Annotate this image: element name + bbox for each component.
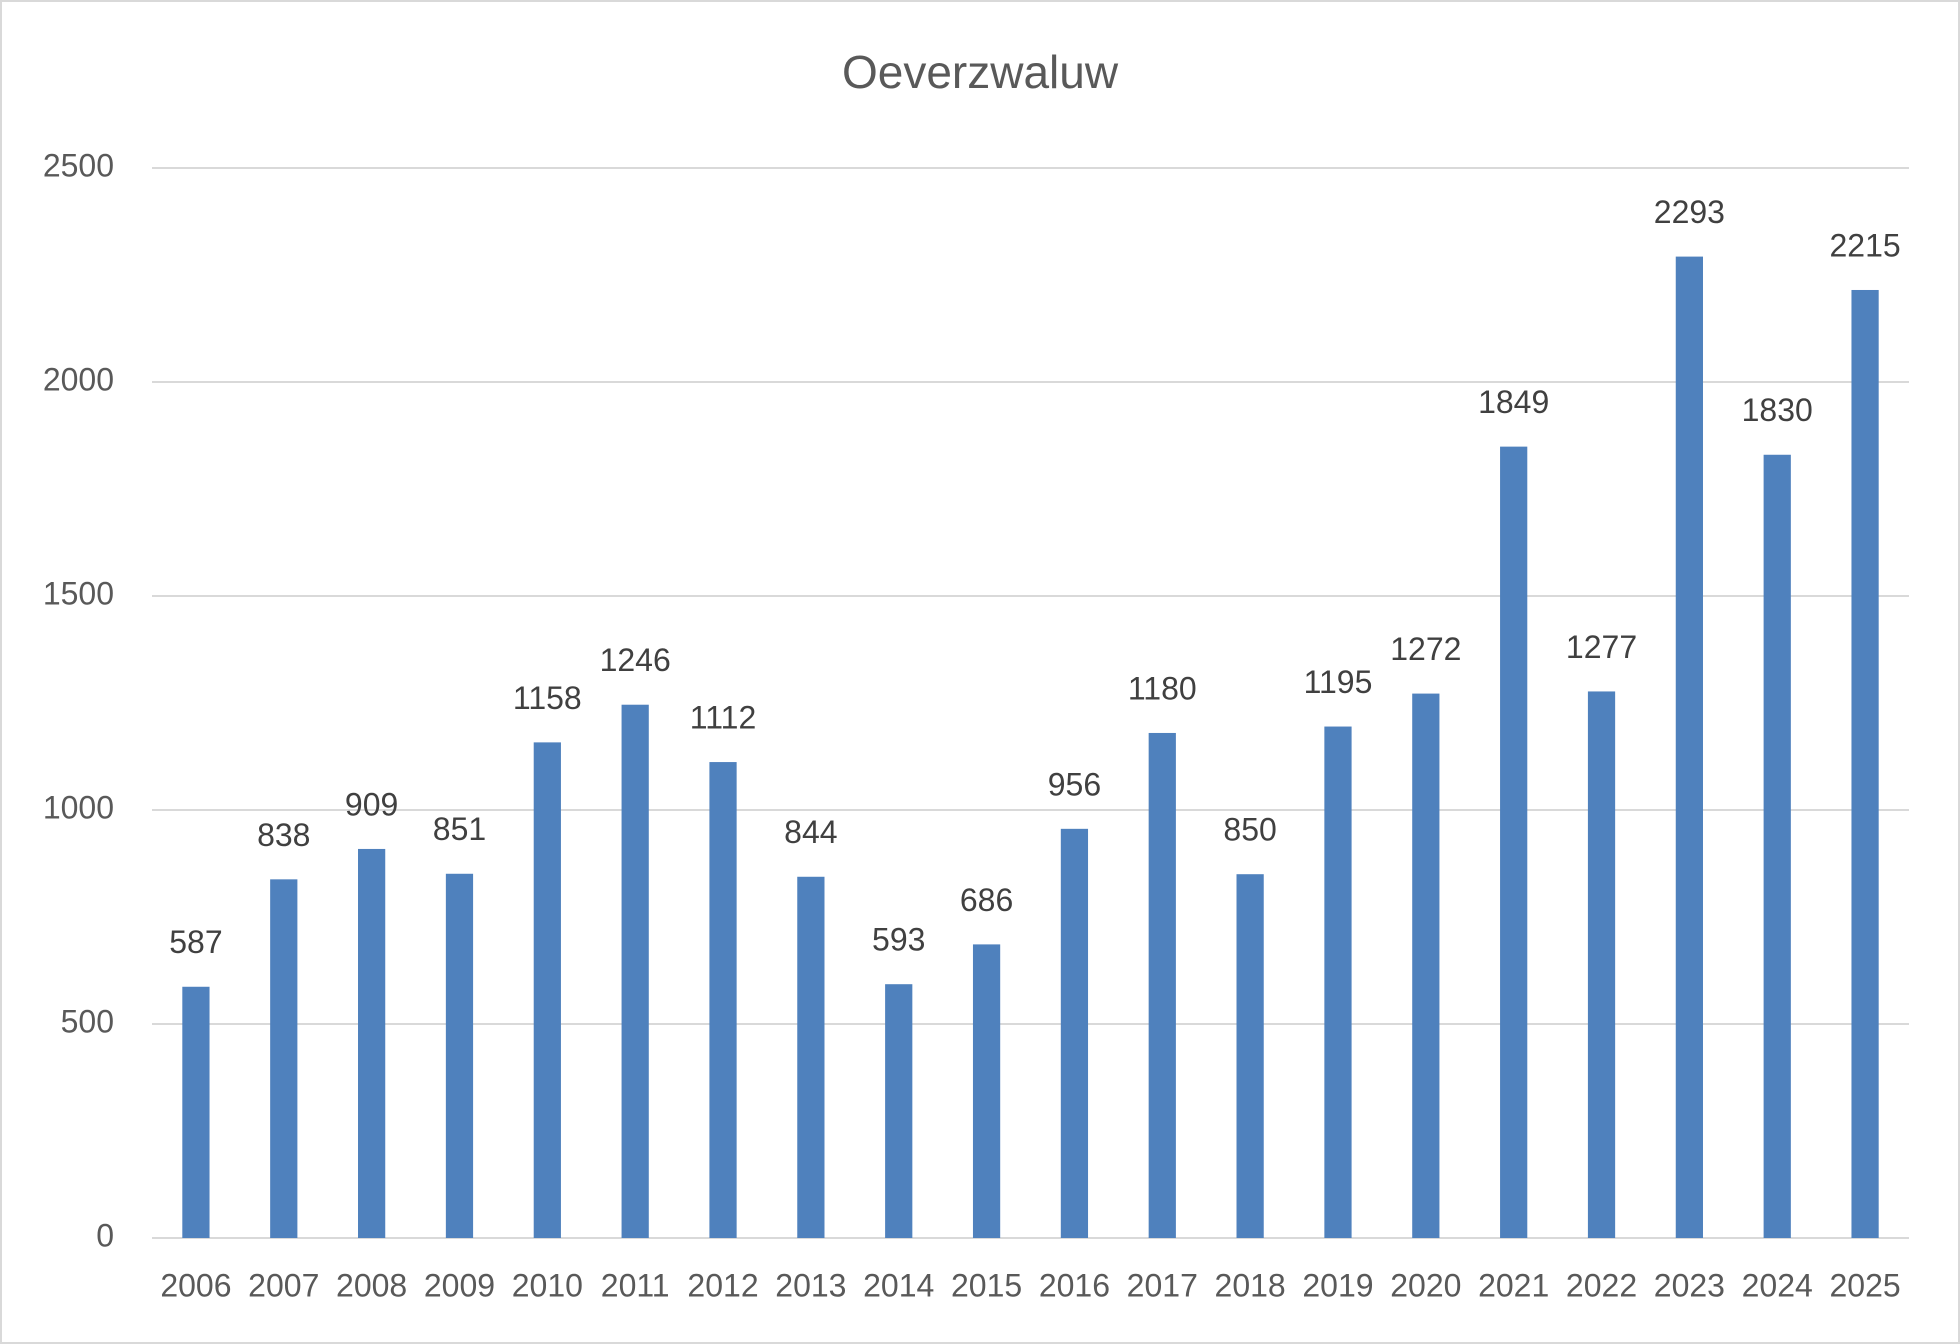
value-label: 1158 xyxy=(513,680,582,716)
bar xyxy=(885,984,913,1238)
value-label: 956 xyxy=(1048,766,1101,802)
x-tick-label: 2019 xyxy=(1302,1267,1373,1303)
x-tick-label: 2018 xyxy=(1215,1267,1286,1303)
bar xyxy=(1587,691,1616,1238)
x-tick-label: 2011 xyxy=(601,1267,670,1303)
bar xyxy=(1236,874,1264,1238)
bar xyxy=(533,742,561,1238)
x-tick-label: 2012 xyxy=(687,1267,758,1303)
value-label: 1849 xyxy=(1478,384,1549,420)
y-tick-label: 500 xyxy=(61,1003,114,1039)
chart-title: Oeverzwaluw xyxy=(842,46,1119,98)
value-label: 1112 xyxy=(690,700,756,736)
x-tick-label: 2007 xyxy=(248,1267,319,1303)
value-label: 593 xyxy=(872,922,925,958)
value-label: 686 xyxy=(960,882,1013,918)
value-label: 909 xyxy=(345,786,398,822)
x-tick-label: 2015 xyxy=(951,1267,1022,1303)
bar xyxy=(1500,446,1528,1238)
bar xyxy=(182,986,210,1238)
value-label: 1830 xyxy=(1742,392,1813,428)
x-tick-label: 2014 xyxy=(863,1267,934,1303)
y-tick-label: 1500 xyxy=(43,575,114,611)
value-label: 838 xyxy=(257,817,310,853)
bar xyxy=(1763,454,1791,1238)
y-tick-label: 2000 xyxy=(43,361,114,397)
value-label: 587 xyxy=(169,924,222,960)
bar xyxy=(1675,256,1703,1238)
x-tick-label: 2017 xyxy=(1127,1267,1198,1303)
x-tick-label: 2016 xyxy=(1039,1267,1110,1303)
value-label: 1277 xyxy=(1566,629,1637,665)
value-label: 1180 xyxy=(1128,670,1197,706)
value-label: 851 xyxy=(433,811,486,847)
bar xyxy=(1851,289,1879,1239)
value-label: 1195 xyxy=(1304,664,1373,700)
bar xyxy=(1412,693,1440,1238)
value-label: 850 xyxy=(1223,812,1276,848)
bar xyxy=(709,762,737,1238)
x-tick-label: 2022 xyxy=(1566,1267,1637,1303)
value-label: 2293 xyxy=(1654,194,1725,230)
bar xyxy=(972,944,1001,1238)
x-tick-label: 2025 xyxy=(1829,1267,1900,1303)
x-tick-label: 2010 xyxy=(512,1267,583,1303)
x-tick-label: 2021 xyxy=(1478,1267,1549,1303)
value-label: 1272 xyxy=(1390,631,1461,667)
bar xyxy=(270,879,298,1238)
y-tick-label: 0 xyxy=(96,1217,114,1253)
y-tick-label: 1000 xyxy=(43,789,114,825)
x-tick-label: 2024 xyxy=(1742,1267,1813,1303)
bar xyxy=(1324,726,1352,1238)
x-tick-label: 2006 xyxy=(160,1267,231,1303)
bar xyxy=(1148,732,1176,1238)
value-label: 1246 xyxy=(600,642,671,678)
x-tick-label: 2023 xyxy=(1654,1267,1725,1303)
bar xyxy=(621,704,649,1238)
x-tick-label: 2013 xyxy=(775,1267,846,1303)
value-label: 2215 xyxy=(1829,227,1900,263)
bar xyxy=(797,876,825,1238)
bar xyxy=(358,848,386,1238)
x-tick-label: 2020 xyxy=(1390,1267,1461,1303)
x-tick-label: 2008 xyxy=(336,1267,407,1303)
y-tick-label: 2500 xyxy=(43,147,114,183)
bar xyxy=(1060,828,1089,1238)
value-label: 844 xyxy=(784,814,837,850)
bar xyxy=(445,873,474,1238)
x-tick-label: 2009 xyxy=(424,1267,495,1303)
